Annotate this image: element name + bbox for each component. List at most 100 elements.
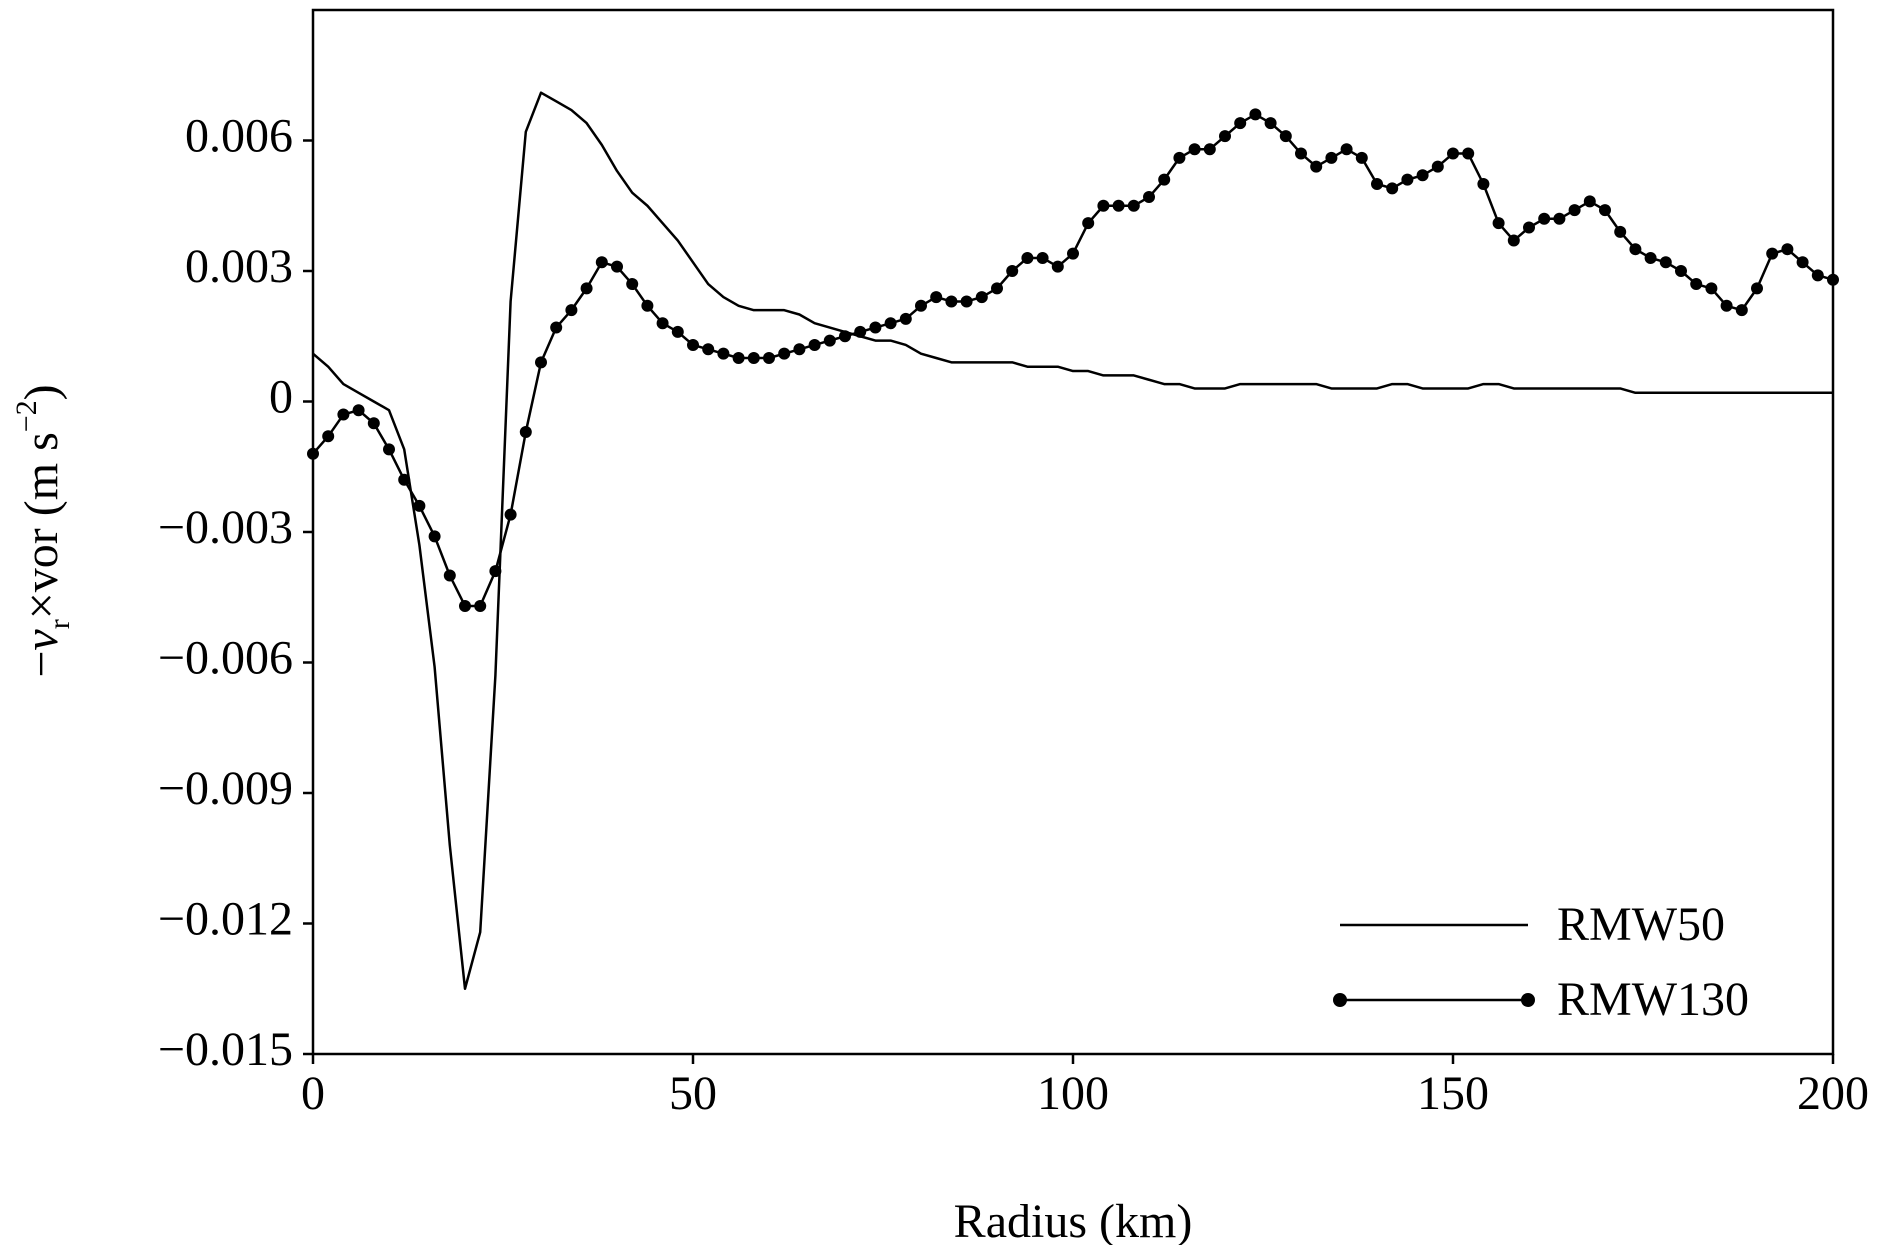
data-point — [778, 347, 791, 360]
y-axis-label-part: ) — [15, 384, 68, 400]
y-tick-label: −0.012 — [158, 893, 293, 946]
y-tick-label: 0.006 — [185, 110, 293, 163]
data-point — [1629, 243, 1642, 256]
data-point — [337, 408, 350, 421]
data-point — [1188, 143, 1201, 156]
data-point — [717, 347, 730, 360]
y-axis-label: −vr×vor (m s−2) — [10, 384, 76, 677]
data-point — [580, 282, 593, 295]
y-tick-label: 0.003 — [185, 240, 293, 293]
data-point — [443, 569, 456, 582]
data-point — [899, 312, 912, 325]
data-point — [1644, 251, 1657, 264]
data-point — [854, 325, 867, 338]
data-point — [869, 321, 882, 334]
data-point — [1766, 247, 1779, 260]
x-tick-label: 50 — [669, 1067, 717, 1120]
data-point — [1690, 278, 1703, 291]
y-tick-label: −0.003 — [158, 501, 293, 554]
data-point — [1523, 221, 1535, 234]
data-point — [763, 352, 775, 364]
data-point — [352, 404, 365, 417]
data-point — [641, 299, 654, 312]
data-point — [1735, 304, 1748, 317]
data-point — [1781, 243, 1794, 256]
data-point — [1538, 212, 1551, 225]
data-point — [960, 295, 973, 308]
data-point — [1006, 265, 1019, 277]
data-point — [367, 417, 380, 430]
y-axis-label-part: ×vor (m s — [15, 432, 68, 619]
data-point — [428, 530, 441, 543]
data-point — [565, 304, 578, 317]
data-point — [398, 473, 411, 486]
data-point — [1659, 256, 1672, 269]
data-point — [1051, 260, 1064, 273]
x-tick-label: 150 — [1417, 1067, 1489, 1120]
data-point — [1021, 251, 1034, 264]
data-point — [1279, 130, 1292, 143]
data-point — [1310, 160, 1323, 173]
data-point — [550, 321, 563, 334]
data-point — [1143, 191, 1155, 204]
data-point — [1097, 199, 1110, 212]
data-point — [1599, 204, 1611, 217]
data-point — [1796, 256, 1809, 269]
data-point — [915, 299, 927, 312]
x-tick-label: 100 — [1037, 1067, 1109, 1120]
y-axis-label-part: r — [43, 619, 76, 629]
data-point — [307, 447, 319, 460]
y-tick-label: 0 — [269, 371, 293, 424]
data-point — [823, 334, 836, 347]
data-point — [793, 343, 806, 356]
data-point — [1036, 251, 1049, 264]
data-point — [1386, 182, 1399, 195]
data-point — [519, 425, 532, 438]
data-point — [1568, 204, 1581, 217]
data-point — [747, 352, 760, 364]
data-point — [322, 430, 335, 443]
y-axis-label-part: v — [15, 629, 68, 651]
data-point — [732, 352, 745, 364]
data-point — [1492, 217, 1505, 230]
data-point — [1614, 225, 1627, 238]
legend-label: RMW50 — [1557, 898, 1725, 951]
data-point — [1705, 282, 1718, 295]
data-point — [1295, 147, 1307, 160]
data-point — [1827, 273, 1839, 286]
data-point — [383, 443, 395, 456]
data-point — [1583, 195, 1596, 208]
y-axis-label-part: − — [15, 651, 68, 678]
data-point — [1553, 212, 1566, 225]
legend-label: RMW130 — [1557, 973, 1749, 1026]
legend-marker — [1521, 993, 1535, 1007]
data-point — [474, 599, 487, 612]
data-point — [459, 599, 471, 612]
x-tick-label: 200 — [1797, 1067, 1869, 1120]
data-point — [1477, 178, 1490, 190]
data-point — [1340, 143, 1353, 156]
data-point — [413, 499, 426, 512]
data-point — [1507, 234, 1520, 247]
data-point — [1249, 108, 1262, 121]
x-tick-label: 0 — [301, 1067, 325, 1120]
data-point — [1355, 151, 1368, 164]
data-point — [991, 282, 1003, 295]
data-point — [702, 343, 715, 356]
data-point — [1203, 143, 1216, 156]
data-point — [808, 338, 821, 351]
data-point — [1447, 147, 1459, 160]
data-point — [1431, 160, 1444, 173]
legend-marker — [1333, 993, 1347, 1007]
data-point — [1401, 173, 1414, 186]
data-point — [1325, 151, 1338, 164]
data-point — [1751, 282, 1763, 295]
series-line — [312, 91, 1833, 990]
data-point — [884, 317, 897, 330]
data-point — [945, 295, 958, 308]
data-point — [611, 260, 623, 273]
data-point — [1462, 147, 1475, 160]
data-point — [1219, 130, 1231, 143]
